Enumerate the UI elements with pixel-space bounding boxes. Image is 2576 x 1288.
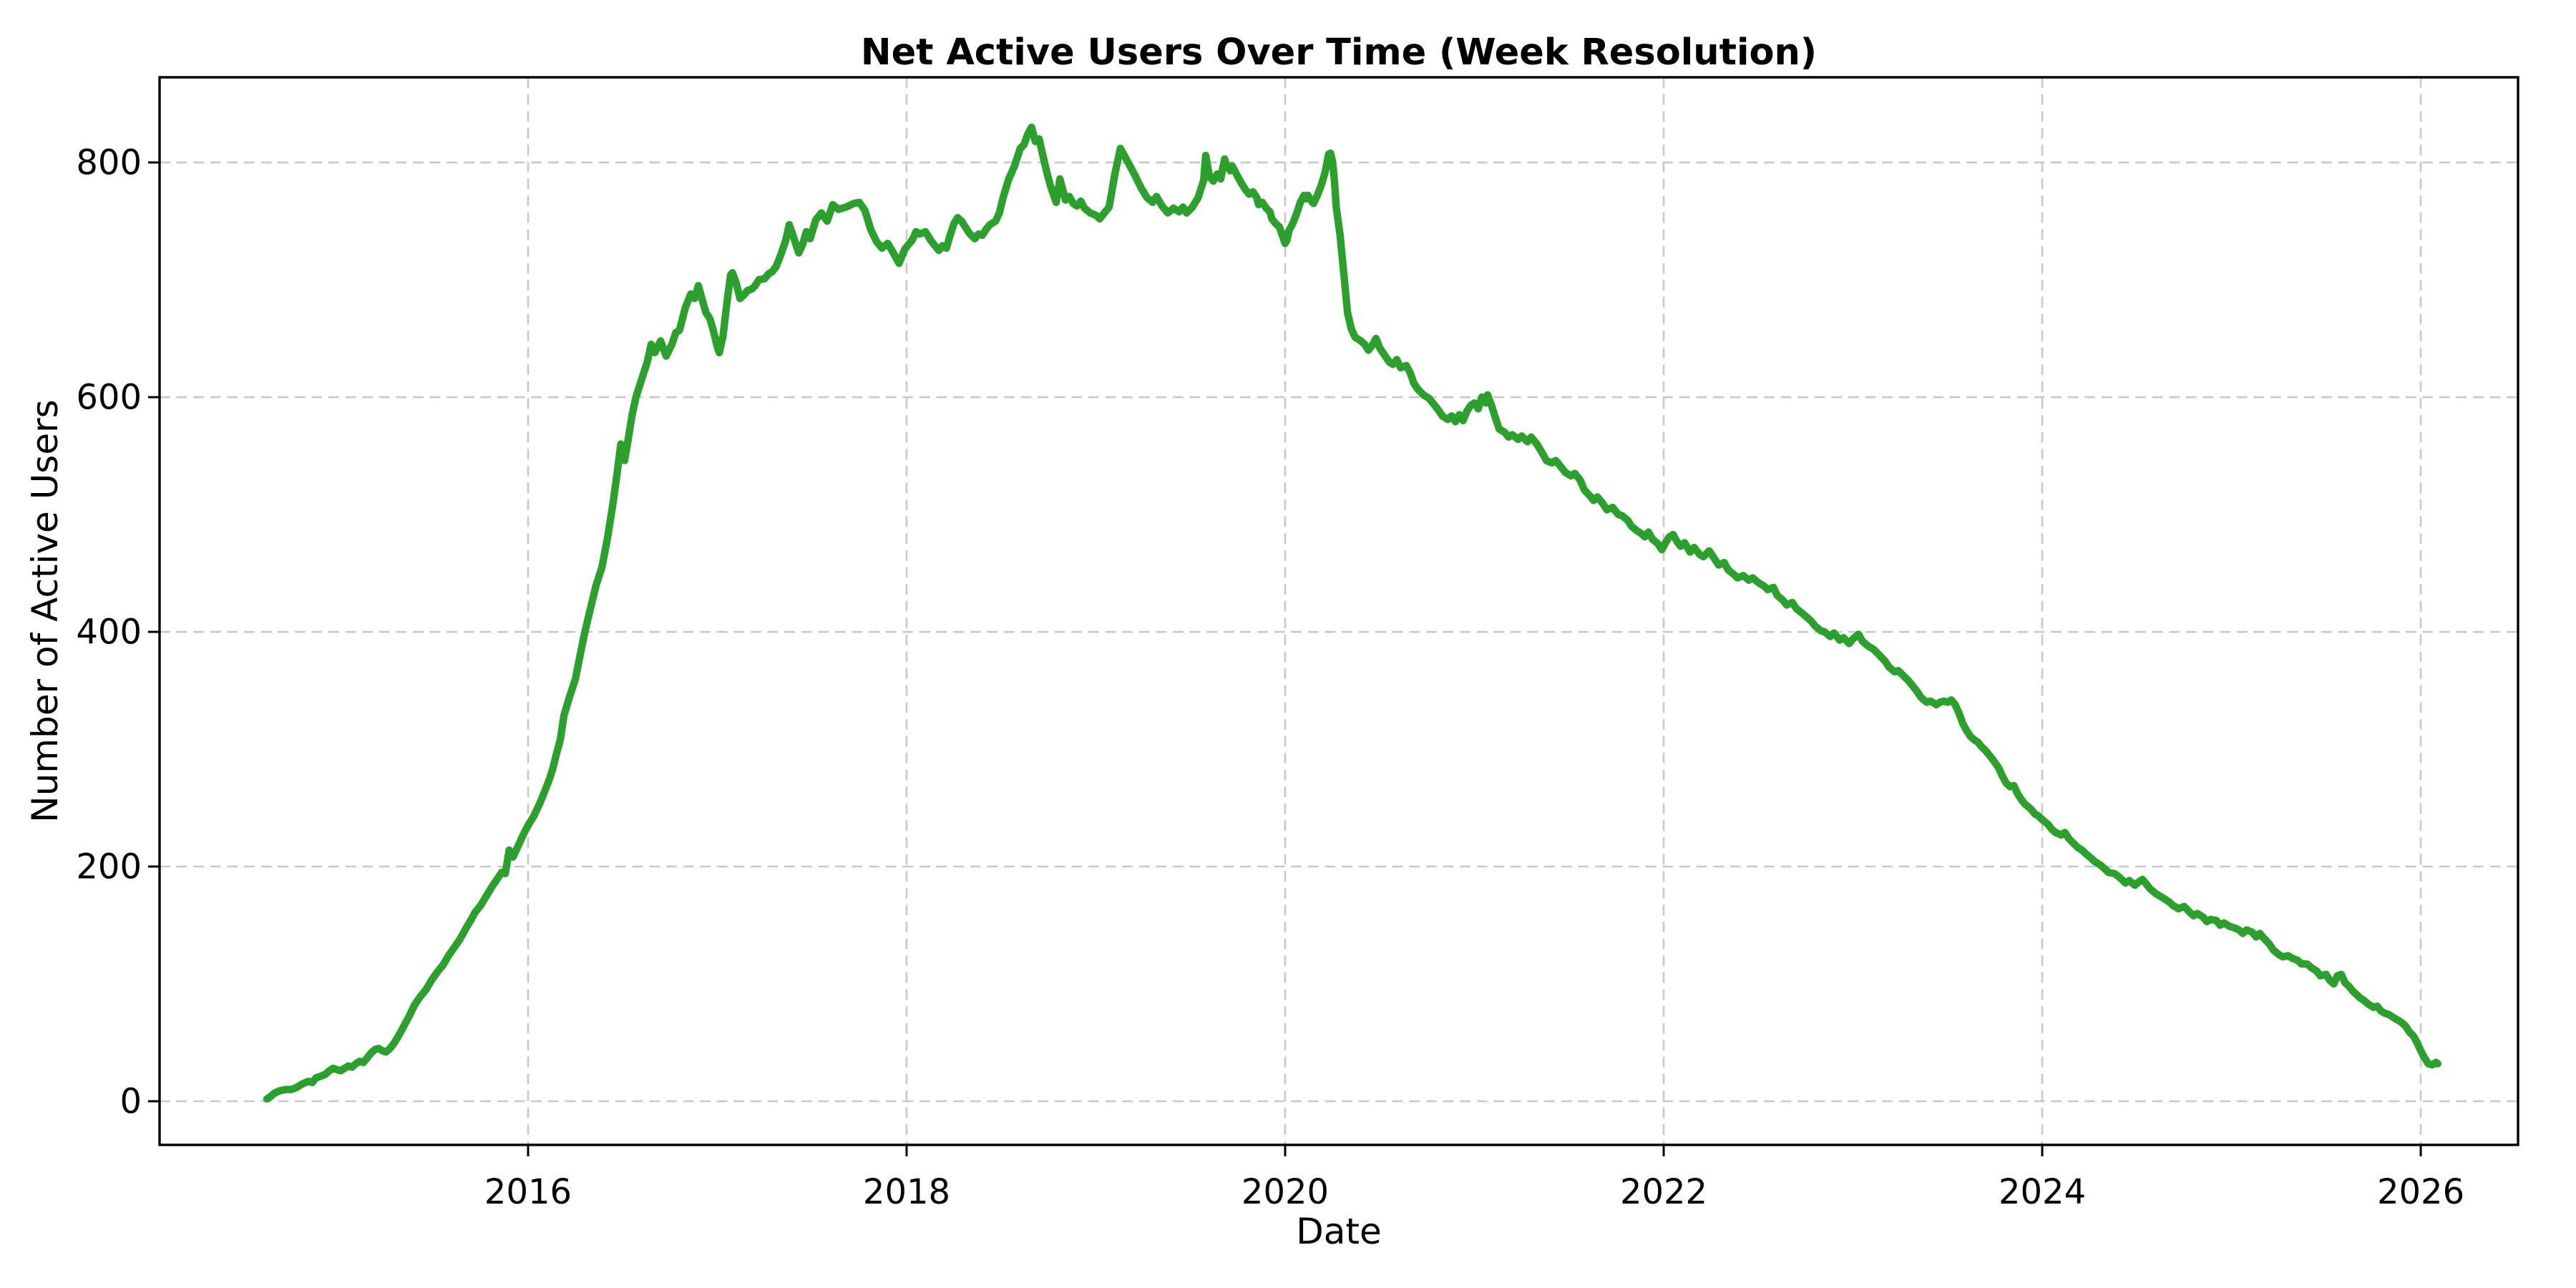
tick-layer: 2016 2018 2020 2022 2024 2026 0 200 400 600 800: [76, 143, 2464, 1212]
x-axis-label: Date: [1296, 1211, 1382, 1252]
plot-border: [158, 76, 2519, 1146]
y-tick-label: 400: [76, 613, 142, 653]
chart-title: Net Active Users Over Time (Week Resolut…: [861, 31, 1817, 74]
y-tick-label: 200: [76, 847, 142, 887]
x-tick-label: 2020: [1241, 1172, 1329, 1212]
y-tick-label: 0: [119, 1082, 142, 1122]
series-line: [263, 123, 2442, 1103]
x-tick-label: 2016: [484, 1172, 572, 1212]
y-tick-label: 600: [76, 378, 142, 418]
y-tick-label: 800: [76, 143, 142, 183]
x-tick-label: 2024: [1999, 1172, 2086, 1212]
x-tick-label: 2018: [863, 1172, 950, 1212]
grid-layer: [160, 77, 2518, 1145]
x-tick-label: 2026: [2377, 1172, 2464, 1212]
x-tick-label: 2022: [1620, 1172, 1707, 1212]
y-axis-label: Number of Active Users: [24, 399, 66, 822]
